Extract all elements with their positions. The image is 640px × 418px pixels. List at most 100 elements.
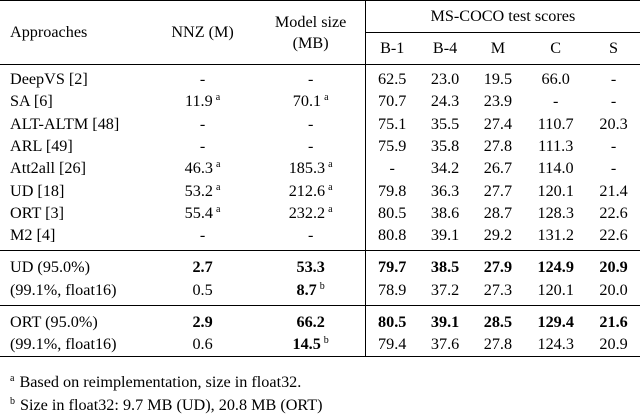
cell-approach: ARL [49] [0, 135, 149, 157]
table-row: UD [18] 53.2 a 212.6 a 79.8 36.3 27.7 120.1 21.4 [0, 179, 640, 202]
cell-c: 120.1 [524, 179, 587, 201]
cell-model-size-footnote-mark: a [328, 203, 333, 215]
cell-model-size: - [257, 224, 366, 251]
cell-m: 27.3 [471, 279, 524, 306]
cell-c-value: 120.1 [537, 181, 574, 200]
table-row: ORT (95.0%) 2.9 66.2 80.5 39.1 28.5 129.4 21.6 [0, 304, 640, 334]
cell-approach-value: ORT (95.0%) [10, 313, 98, 332]
cell-c: 128.3 [524, 202, 587, 224]
cell-s: 20.9 [587, 333, 640, 357]
cell-b1: 80.5 [364, 304, 419, 334]
cell-nnz-value: - [199, 70, 206, 89]
cell-b4-value: 37.2 [430, 280, 460, 299]
table-row: (99.1%, float16) 0.6 14.5 b 79.4 37.6 27.8 124.… [0, 333, 640, 357]
cell-b1-value: 62.5 [378, 70, 407, 89]
header-model-size-line1: Model size [274, 13, 347, 32]
cell-b1: 79.7 [364, 250, 419, 279]
cell-m: 29.2 [471, 224, 524, 251]
cell-model-size-value: 232.2 [288, 203, 326, 222]
cell-s: 21.6 [587, 304, 640, 334]
cell-c-value: 124.9 [537, 258, 574, 277]
cell-m-value: 29.2 [483, 226, 513, 245]
header-metric-s: S [609, 39, 619, 58]
cell-approach-value: Att2all [26] [10, 159, 86, 178]
cell-approach-value: SA [6] [10, 92, 53, 111]
cell-s-value: - [610, 70, 617, 89]
cell-b1: 75.9 [364, 134, 419, 158]
cell-b1-value: 80.5 [378, 203, 407, 222]
cell-model-size-value: 212.6 [288, 181, 326, 200]
cell-c-value: 110.7 [537, 114, 574, 133]
cell-model-size: 185.3 a [257, 157, 366, 179]
ort-rows: ORT (95.0%) 2.9 66.2 80.5 39.1 28.5 129.4 21.6(… [0, 304, 640, 357]
cell-approach-value: UD [18] [10, 181, 65, 200]
cell-approach: M2 [4] [0, 224, 149, 251]
cell-b1-value: 78.9 [378, 280, 407, 299]
cell-approach: (99.1%, float16) [0, 279, 149, 306]
table-row: (99.1%, float16) 0.5 8.7 b 78.9 37.2 27.3 120.1… [0, 278, 640, 306]
cell-approach: UD [18] [0, 179, 149, 201]
cell-approach: ORT [3] [0, 202, 149, 224]
cell-s: - [587, 90, 640, 112]
cell-approach: Att2all [26] [0, 157, 149, 179]
cell-nnz: - [148, 64, 257, 91]
cell-nnz-value: 55.4 [184, 203, 213, 222]
cell-approach-value: UD (95.0%) [10, 258, 91, 277]
cell-s: 20.3 [587, 113, 640, 135]
cell-nnz-value: 53.2 [184, 181, 213, 200]
cell-model-size-footnote-mark: b [319, 280, 325, 292]
cell-b1-value: 75.9 [378, 136, 407, 155]
cell-model-size: - [257, 135, 366, 157]
cell-approach: ORT (95.0%) [0, 304, 149, 334]
cell-model-size-value: 185.3 [288, 159, 326, 178]
header-metric-c: C [550, 39, 562, 58]
cell-s-value: 20.9 [599, 335, 628, 354]
cell-b1-value: 79.7 [378, 258, 407, 277]
cell-s-value: 21.4 [599, 181, 628, 200]
cell-approach-value: (99.1%, float16) [10, 280, 117, 299]
cell-approach-value: (99.1%, float16) [10, 335, 117, 354]
cell-approach: DeepVS [2] [0, 64, 149, 91]
cell-nnz: 46.3 a [149, 157, 257, 179]
cell-m-value: 27.7 [483, 181, 513, 200]
table-row: M2 [4] - - 80.8 39.1 29.2 131.2 22.6 [0, 224, 640, 251]
cell-nnz-value: - [199, 226, 206, 245]
header-model-size: Model size (MB) [256, 0, 366, 65]
cell-b4: 24.3 [419, 90, 472, 112]
cell-approach: (99.1%, float16) [0, 333, 149, 357]
cell-s: 22.6 [587, 224, 640, 251]
cell-approach-value: M2 [4] [10, 226, 56, 245]
cell-s: 20.9 [587, 250, 640, 279]
cell-model-size: - [256, 64, 366, 91]
cell-nnz-value: - [199, 136, 206, 155]
cell-approach-value: DeepVS [2] [10, 70, 88, 89]
cell-m-value: 28.7 [483, 203, 513, 222]
cell-b1: 78.9 [364, 278, 419, 306]
cell-m: 27.8 [471, 135, 524, 157]
cell-nnz-value: 2.9 [192, 313, 213, 332]
ud-rows: UD (95.0%) 2.7 53.3 79.7 38.5 27.9 124.9 20.9 (9… [0, 250, 640, 306]
table-row: ALT-ALTM [48] - - 75.1 35.5 27.4 110.7 20.3 [0, 112, 640, 135]
cell-b1: 80.8 [364, 224, 419, 251]
cell-b4: 39.1 [419, 224, 472, 251]
cell-b4-value: 36.3 [430, 181, 460, 200]
table-row: Att2all [26] 46.3 a 185.3 a -34.2 26.7 114.0- [0, 157, 640, 180]
cell-m: 27.9 [471, 250, 525, 279]
cell-s: - [587, 135, 640, 157]
cell-s: - [587, 64, 640, 91]
footnote-b-text: Size in float32: 9.7 MB (UD), 20.8 MB (O… [20, 396, 323, 414]
cell-approach: UD (95.0%) [0, 250, 149, 279]
cell-c-value: 128.3 [537, 203, 574, 222]
cell-model-size-value: 70.1 [292, 92, 322, 111]
cell-nnz-value: 0.5 [192, 280, 213, 299]
cell-s: 21.4 [587, 179, 640, 201]
cell-m: 19.5 [471, 64, 525, 91]
cell-s-value: - [610, 136, 617, 155]
cell-model-size-value: 53.3 [296, 258, 325, 277]
cell-b4: 37.6 [418, 333, 472, 357]
results-table: Approaches NNZ (M) Model size (MB) MS-CO… [0, 0, 640, 357]
cell-model-size: 66.2 [256, 304, 366, 334]
cell-s-value: 20.0 [599, 280, 628, 299]
cell-b4-value: 35.8 [430, 136, 460, 155]
cell-m-value: 19.5 [483, 70, 513, 89]
